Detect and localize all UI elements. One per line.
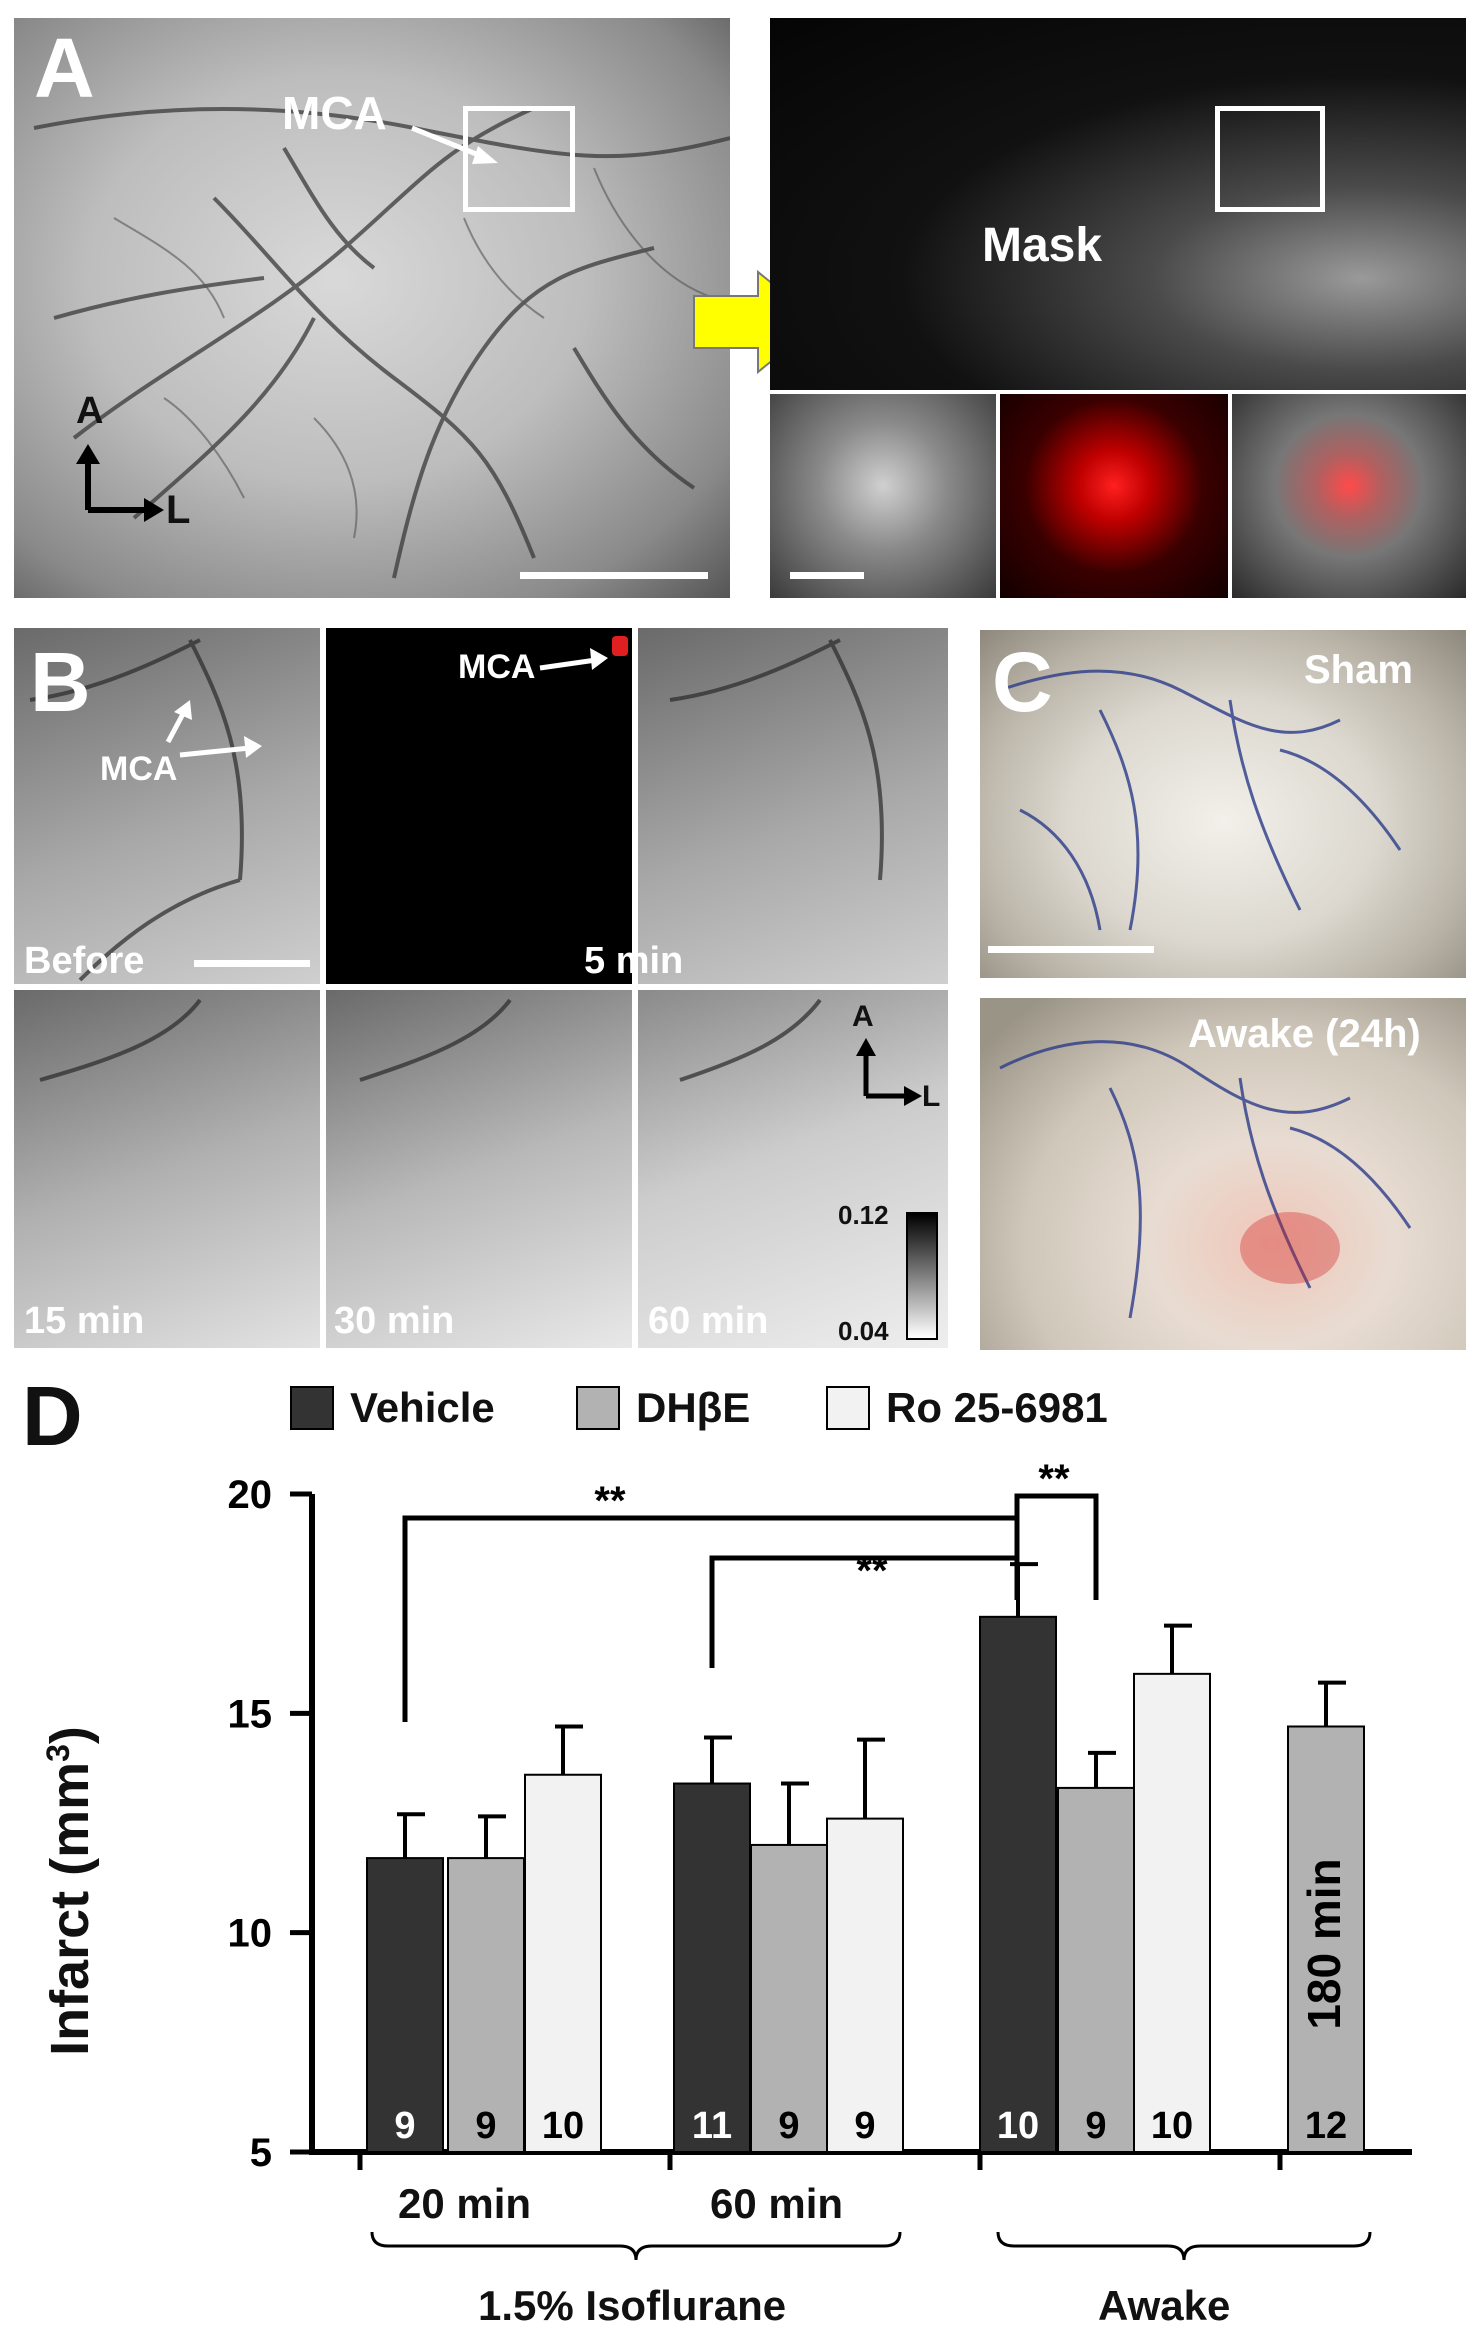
panel-b-letter: B (30, 635, 91, 729)
roi-box-mask (1215, 106, 1325, 212)
scale-bar-inset (790, 572, 864, 579)
bar-6 (979, 1615, 1057, 2153)
bar-0 (366, 1857, 444, 2154)
bar-n-label-8: 10 (1151, 2105, 1193, 2147)
sig-bracket-awake (1014, 1493, 1099, 1600)
axis-l-label: L (166, 488, 191, 532)
bar-8 (1133, 1672, 1211, 2154)
bracket-label-isoflurane: 1.5% Isoflurane (478, 2282, 787, 2329)
frame-label-30min: 30 min (334, 1300, 455, 1342)
bar-5 (826, 1817, 904, 2153)
y-tick-label-10: 10 (228, 1912, 273, 1956)
frame-15min (14, 990, 320, 1348)
bar-3 (673, 1782, 751, 2154)
brace-isoflurane (370, 2231, 902, 2261)
sig-bracket-awake-stars: ** (1038, 1457, 1070, 1501)
sig-bracket-60min-stars: ** (856, 1549, 888, 1593)
group-label-20min: 20 min (398, 2180, 532, 2227)
inset-grayscale (770, 394, 996, 598)
panel-d-letter: D (22, 1369, 83, 1463)
inset-overlay (1232, 394, 1466, 598)
scale-bar-b (194, 960, 310, 967)
bar-n-label-0: 9 (394, 2105, 415, 2147)
mca-label-a: MCA (282, 87, 387, 139)
intensity-scale-max: 0.12 (838, 1200, 889, 1230)
bar-7 (1057, 1786, 1135, 2153)
axis-a-label-b: A (852, 1000, 874, 1033)
scale-bar-a (520, 572, 708, 579)
orientation-arrows-b (856, 1038, 922, 1106)
scale-bar-c (988, 946, 1154, 953)
bar-n-label-4: 9 (778, 2105, 799, 2147)
legend-label-dhbe: DHβE (636, 1384, 751, 1431)
mca-label-b-right: MCA (458, 648, 536, 686)
bar-2 (524, 1773, 602, 2154)
bracket-label-awake: Awake (1098, 2282, 1231, 2329)
vessel-drawing (33, 106, 730, 579)
y-tick-label-20: 20 (228, 1473, 273, 1517)
sig-bracket-20min-stars: ** (594, 1479, 626, 1523)
roi-box-a (463, 106, 575, 212)
bar-n-label-9: 12 (1305, 2105, 1347, 2147)
group-label-60min: 60 min (710, 2180, 844, 2227)
axis-a-label: A (76, 390, 104, 432)
legend-swatch-vehicle (290, 1386, 334, 1430)
intensity-scale (906, 1212, 938, 1340)
awake-label: Awake (24h) (1188, 1012, 1421, 1056)
bar-180min-label: 180 min (1298, 1858, 1350, 2029)
frame-60min (638, 990, 948, 1348)
legend-label-ro: Ro 25-6981 (886, 1384, 1108, 1431)
legend-swatch-dhbe (576, 1386, 620, 1430)
frame-label-before: Before (24, 940, 145, 982)
red-spot (612, 636, 628, 656)
brain-photo-awake (980, 998, 1466, 1350)
legend-swatch-ro (826, 1386, 870, 1430)
frame-30min (326, 990, 632, 1348)
mca-arrows-b-left (165, 648, 608, 758)
intensity-scale-min: 0.04 (838, 1316, 889, 1346)
axis-l-label-b: L (922, 1080, 941, 1113)
orientation-arrows-a (76, 444, 164, 522)
brain-photo-sham (980, 630, 1466, 978)
y-tick-label-5: 5 (250, 2131, 272, 2175)
mca-label-b-left: MCA (100, 750, 178, 788)
panel-a-letter: A (34, 21, 95, 115)
sham-vessels (999, 669, 1402, 931)
bar-9 (1287, 1725, 1365, 2153)
bar-n-label-6: 10 (997, 2105, 1039, 2147)
y-tick-label-15: 15 (228, 1692, 273, 1736)
mask-label: Mask (982, 219, 1103, 272)
frame-label-60min: 60 min (648, 1300, 769, 1342)
panel-a-brain-image (14, 18, 730, 598)
brace-awake (996, 2231, 1372, 2261)
bar-n-label-5: 9 (854, 2105, 875, 2147)
mca-arrow-a (411, 125, 498, 164)
frame-label-5min: 5 min (584, 940, 684, 982)
sham-label: Sham (1304, 648, 1413, 692)
bar-n-label-1: 9 (475, 2105, 496, 2147)
panel-c-letter: C (992, 635, 1053, 729)
frame-label-15min: 15 min (24, 1300, 145, 1342)
bar-1 (447, 1857, 525, 2154)
bar-n-label-2: 10 (542, 2105, 584, 2147)
legend-label-vehicle: Vehicle (350, 1384, 495, 1431)
inset-red (1000, 394, 1228, 598)
bar-n-label-3: 11 (692, 2105, 732, 2147)
bar-n-label-7: 9 (1085, 2105, 1106, 2147)
mask-image (770, 18, 1466, 390)
awake-vessels (999, 1040, 1412, 1319)
vessel-overlay-b (29, 638, 884, 1082)
frame-5min (326, 628, 632, 984)
frame-reference (638, 628, 948, 984)
frame-before (14, 628, 320, 984)
